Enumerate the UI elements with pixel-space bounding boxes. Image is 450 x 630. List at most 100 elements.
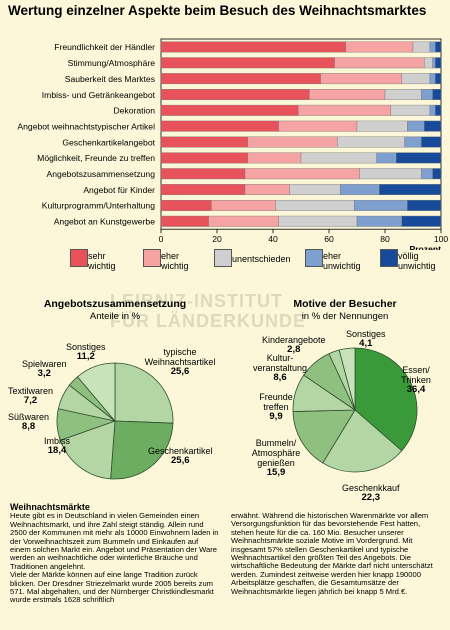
label-value: 7,2 <box>23 395 38 406</box>
label-value: 3,2 <box>37 368 51 379</box>
bar-segment <box>435 104 442 116</box>
bar-segment <box>407 120 425 132</box>
pie-slice <box>338 347 356 411</box>
legend-label: eher wichtig <box>161 251 189 271</box>
label-value: 22,3 <box>361 492 381 503</box>
label-value: 36,4 <box>406 384 426 395</box>
label-name: Geschenkartikel <box>148 446 213 456</box>
label-name: typische Weihnachtsartikel <box>144 347 216 367</box>
bar-segment <box>356 120 408 132</box>
bar-segment <box>401 73 430 85</box>
category-label: Angebot an Kunstgewerbe <box>54 217 156 227</box>
pie1-title: Angebotszusammensetzung <box>43 298 187 310</box>
pie2-label-bummeln: Bummeln/ Atmosphäre genießen 15,9 <box>246 438 306 478</box>
bar-segment <box>160 168 246 180</box>
label-value: 25,6 <box>171 455 190 466</box>
bar-segment <box>421 136 442 148</box>
bar-segment <box>390 104 431 116</box>
bar-segment <box>424 57 433 69</box>
bar-segment <box>160 57 335 69</box>
category-label: Angebot für Kinder <box>83 185 155 195</box>
pie2-label-kinder: Kinderangebote 2,8 <box>262 335 326 355</box>
pie1-label-typische: typische Weihnachtsartikel 25,6 <box>140 347 220 377</box>
pie2-subtitle: in % der Nennungen <box>301 311 389 322</box>
label-name: Freunde treffen <box>259 392 293 412</box>
category-label: Stimmung/Atmosphäre <box>68 58 156 68</box>
pie-slice <box>322 409 403 473</box>
label-value: 8,6 <box>273 372 287 383</box>
pie2-label-freunde: Freunde treffen 9,9 <box>256 392 296 422</box>
text-paragraph: Heute gibt es in Deutschland in vielen G… <box>10 511 219 571</box>
bar-segment <box>275 199 355 211</box>
bar-segment <box>396 152 442 164</box>
legend-swatch <box>70 249 88 267</box>
pie1-label-sonst: Sonstiges 11,2 <box>66 342 106 362</box>
bar-segment <box>244 168 361 180</box>
bar-segment <box>376 152 397 164</box>
bar-segment <box>432 89 442 100</box>
bar-segment <box>309 89 386 100</box>
bar-segment <box>432 168 442 180</box>
bar-segment <box>429 41 436 53</box>
bar-segment <box>247 152 302 164</box>
bar-segment <box>289 184 341 196</box>
x-tick-label: 60 <box>324 234 334 244</box>
label-name: Spielwaren <box>22 359 67 369</box>
pie-slice <box>76 362 116 423</box>
label-name: Kinderangebote <box>262 335 326 345</box>
legend-label: völlig unwichtig <box>398 251 436 271</box>
x-axis-label: Prozent <box>409 244 441 250</box>
bar-segment <box>160 199 212 211</box>
bar-segment <box>401 215 442 227</box>
label-value: 18,4 <box>47 445 67 456</box>
label-name: Sonstiges <box>346 329 386 339</box>
bar-segment <box>407 199 442 211</box>
text-heading: Weihnachtsmärkte <box>10 502 90 512</box>
bar-segment <box>160 215 209 227</box>
legend-swatch <box>214 249 232 267</box>
pie1-label-textil: Textilwaren 7,2 <box>8 386 53 406</box>
bar-segment <box>208 215 279 227</box>
category-label: Dekoration <box>113 106 155 116</box>
bar-segment <box>424 120 442 132</box>
category-label: Angebotszusammensetzung <box>47 169 156 179</box>
watermark: LEIBNIZ-INSTITUT FÜR LÄNDERKUNDE <box>110 291 306 331</box>
legend-label: unentschieden <box>232 254 291 264</box>
legend-label: sehr wichtig <box>88 251 116 271</box>
bar-segment <box>160 41 347 53</box>
label-value: 8,8 <box>21 421 36 432</box>
label-value: 25,6 <box>170 366 190 377</box>
stacked-bar-chart: Freundlichkeit der Händler Stimmung/Atmos… <box>17 38 449 250</box>
bar-segment <box>160 104 299 116</box>
bar-segment <box>429 104 436 116</box>
x-tick-label: 100 <box>434 234 449 244</box>
label-name: Geschenkkauf <box>342 483 400 493</box>
pie1-label-geschenk: Geschenkartikel 25,6 <box>148 446 213 466</box>
legend-swatch <box>143 249 161 267</box>
bar-segment <box>435 73 442 85</box>
bar-segment <box>278 215 358 227</box>
bar-segment <box>354 199 408 211</box>
bar-segment <box>384 89 422 100</box>
bar-segment <box>421 89 433 100</box>
bar-segment <box>337 136 405 148</box>
category-label: Kulturprogramm/Unterhaltung <box>42 201 155 211</box>
category-label: Geschenkartikelangebot <box>62 137 155 147</box>
pie-slice <box>354 347 418 452</box>
label-value: 15,9 <box>266 467 286 478</box>
text-paragraph: erwähnt. Während die historischen Warenm… <box>231 511 433 596</box>
pie1-label-spiel: Spielwaren 3,2 <box>22 359 67 379</box>
pie-slice <box>303 353 356 412</box>
bar-segment <box>379 184 442 196</box>
bar-segment <box>404 136 422 148</box>
bar-segment <box>160 89 310 100</box>
text-paragraph: Viele der Märkte können auf eine lange T… <box>10 570 214 605</box>
bar-segment <box>340 184 380 196</box>
bar-segment <box>298 104 391 116</box>
x-tick-label: 80 <box>380 234 390 244</box>
pie-slice <box>328 349 356 411</box>
category-label: Freundlichkeit der Händler <box>54 42 155 52</box>
legend-swatch <box>380 249 398 267</box>
page-title: Wertung einzelner Aspekte beim Besuch de… <box>8 3 427 18</box>
pie-slice <box>57 384 116 422</box>
